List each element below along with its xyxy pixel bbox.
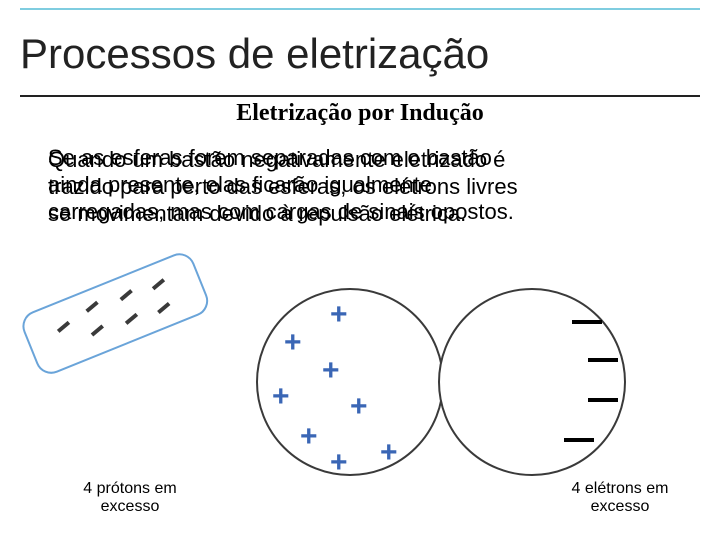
rod-minus-icon <box>91 324 104 336</box>
title-underline <box>20 95 700 97</box>
minus-charge-icon <box>588 398 618 402</box>
minus-charge-icon <box>564 438 594 442</box>
plus-charge-icon: + <box>350 392 368 422</box>
plus-charge-icon: + <box>330 300 348 330</box>
page-title: Processos de eletrização <box>20 30 489 78</box>
rod-minus-icon <box>157 302 170 314</box>
caption-electrons: 4 elétrons em excesso <box>545 480 695 517</box>
rod-minus-icon <box>85 301 98 313</box>
rod-minus-icon <box>120 289 133 301</box>
caption-line: excesso <box>101 498 160 515</box>
plus-charge-icon: + <box>284 328 302 358</box>
caption-line: 4 elétrons em <box>572 480 669 497</box>
plus-charge-icon: + <box>272 382 290 412</box>
charged-rod <box>18 248 213 378</box>
decor-top-line <box>20 8 700 10</box>
plus-charge-icon: + <box>330 448 348 478</box>
plus-charge-icon: + <box>322 356 340 386</box>
rod-minus-icon <box>152 278 165 290</box>
plus-charge-icon: + <box>300 422 318 452</box>
rod-minus-icon <box>125 313 138 325</box>
body-text-line: trazido para perto das esferas, os elétr… <box>48 174 678 199</box>
plus-charge-icon: + <box>380 438 398 468</box>
minus-charge-icon <box>588 358 618 362</box>
body-text-line: se movimentam devido à repulsão elétrica… <box>48 201 678 226</box>
subtitle: Eletrização por Indução <box>170 100 550 127</box>
caption-protons: 4 prótons em excesso <box>60 480 200 517</box>
caption-line: excesso <box>591 498 650 515</box>
caption-line: 4 prótons em <box>83 480 176 497</box>
rod-minus-icon <box>57 321 70 333</box>
minus-charge-icon <box>572 320 602 324</box>
sphere-right <box>438 288 626 476</box>
body-text-line: Quando um bastão negativamente eletrizad… <box>48 147 678 172</box>
